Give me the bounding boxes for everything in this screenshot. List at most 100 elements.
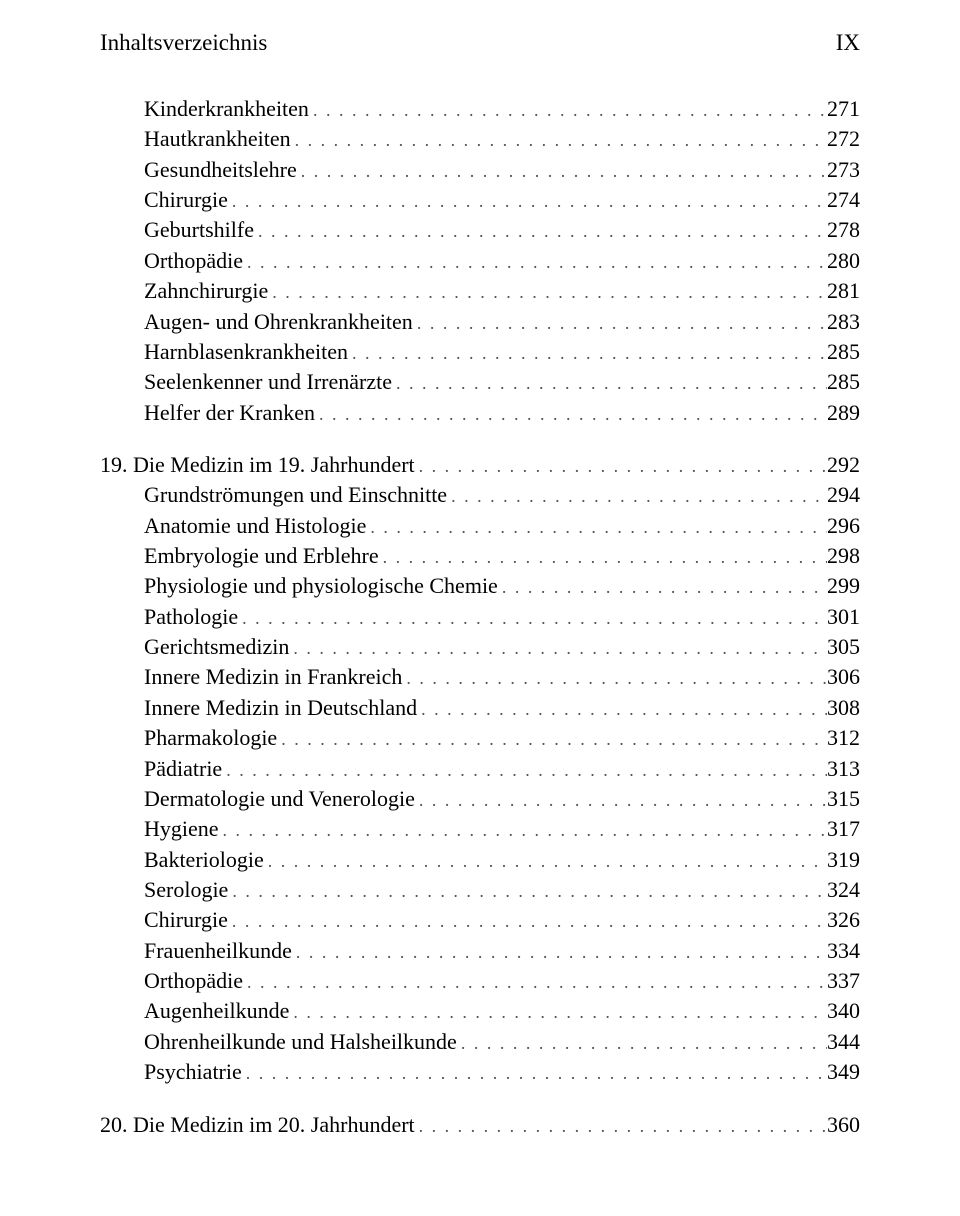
toc-label: Hautkrankheiten — [144, 124, 291, 154]
toc-entry: Embryologie und Erblehre. . . . . . . . … — [100, 541, 860, 571]
toc-entry: Seelenkenner und Irrenärzte. . . . . . .… — [100, 367, 860, 397]
toc-page: 315 — [827, 784, 860, 814]
toc-label: Psychiatrie — [144, 1057, 242, 1087]
toc-dots: . . . . . . . . . . . . . . . . . . . . … — [415, 454, 827, 479]
toc-label: Innere Medizin in Deutschland — [144, 693, 417, 723]
toc-page: 289 — [827, 398, 860, 428]
toc-page: 271 — [827, 94, 860, 124]
toc-entry: Zahnchirurgie. . . . . . . . . . . . . .… — [100, 276, 860, 306]
toc-label: Physiologie und physiologische Chemie — [144, 571, 498, 601]
toc-page: 313 — [827, 754, 860, 784]
toc-page: 296 — [827, 511, 860, 541]
toc-label: Anatomie und Histologie — [144, 511, 366, 541]
toc-page: 285 — [827, 337, 860, 367]
toc-page: 337 — [827, 966, 860, 996]
toc-dots: . . . . . . . . . . . . . . . . . . . . … — [315, 402, 827, 427]
toc-dots: . . . . . . . . . . . . . . . . . . . . … — [366, 515, 827, 540]
toc-entry: Pharmakologie. . . . . . . . . . . . . .… — [100, 723, 860, 753]
toc-label: Hygiene — [144, 814, 219, 844]
toc-page: 292 — [827, 450, 860, 480]
toc-page: 360 — [827, 1110, 860, 1140]
toc-dots: . . . . . . . . . . . . . . . . . . . . … — [415, 1114, 827, 1139]
toc-label: Orthopädie — [144, 246, 243, 276]
toc-entry: Hygiene. . . . . . . . . . . . . . . . .… — [100, 814, 860, 844]
toc-entry: Harnblasenkrankheiten. . . . . . . . . .… — [100, 337, 860, 367]
toc-page: 301 — [827, 602, 860, 632]
toc-label: Chirurgie — [144, 905, 228, 935]
toc-page: 326 — [827, 905, 860, 935]
toc-dots: . . . . . . . . . . . . . . . . . . . . … — [415, 788, 827, 813]
toc-page: 283 — [827, 307, 860, 337]
toc-label: Harnblasenkrankheiten — [144, 337, 348, 367]
toc-page: 334 — [827, 936, 860, 966]
toc-dots: . . . . . . . . . . . . . . . . . . . . … — [348, 341, 827, 366]
toc-dots: . . . . . . . . . . . . . . . . . . . . … — [402, 666, 827, 691]
toc-label: Innere Medizin in Frankreich — [144, 662, 402, 692]
toc-label: Dermatologie und Venerologie — [144, 784, 415, 814]
toc-entry: Pädiatrie. . . . . . . . . . . . . . . .… — [100, 754, 860, 784]
toc-entry: Anatomie und Histologie. . . . . . . . .… — [100, 511, 860, 541]
toc-page: 294 — [827, 480, 860, 510]
header-page: IX — [836, 30, 860, 56]
toc-page: 306 — [827, 662, 860, 692]
toc-entry: Innere Medizin in Frankreich. . . . . . … — [100, 662, 860, 692]
toc-page: 317 — [827, 814, 860, 844]
toc-dots: . . . . . . . . . . . . . . . . . . . . … — [243, 970, 827, 995]
toc-label: Geburtshilfe — [144, 215, 254, 245]
toc-dots: . . . . . . . . . . . . . . . . . . . . … — [243, 250, 827, 275]
toc-page: 299 — [827, 571, 860, 601]
toc-entry: Psychiatrie. . . . . . . . . . . . . . .… — [100, 1057, 860, 1087]
toc-label: Augen- und Ohrenkrankheiten — [144, 307, 413, 337]
toc-label: Augenheilkunde — [144, 996, 289, 1026]
toc-page: 273 — [827, 155, 860, 185]
toc-entry: Dermatologie und Venerologie. . . . . . … — [100, 784, 860, 814]
toc-entry: Augen- und Ohrenkrankheiten. . . . . . .… — [100, 307, 860, 337]
toc-entry: Gesundheitslehre. . . . . . . . . . . . … — [100, 155, 860, 185]
toc-entry: Chirurgie. . . . . . . . . . . . . . . .… — [100, 185, 860, 215]
toc-dots: . . . . . . . . . . . . . . . . . . . . … — [254, 219, 827, 244]
toc-dots: . . . . . . . . . . . . . . . . . . . . … — [309, 98, 827, 123]
toc-chapter-heading: 20. Die Medizin im 20. Jahrhundert. . . … — [100, 1110, 860, 1140]
toc-entry: Gerichtsmedizin. . . . . . . . . . . . .… — [100, 632, 860, 662]
toc-page: 298 — [827, 541, 860, 571]
toc-page: 278 — [827, 215, 860, 245]
toc-dots: . . . . . . . . . . . . . . . . . . . . … — [291, 128, 827, 153]
toc-dots: . . . . . . . . . . . . . . . . . . . . … — [228, 909, 827, 934]
toc-label: Chirurgie — [144, 185, 228, 215]
toc-entry: Innere Medizin in Deutschland. . . . . .… — [100, 693, 860, 723]
toc-dots: . . . . . . . . . . . . . . . . . . . . … — [268, 280, 827, 305]
toc-entry: Hautkrankheiten. . . . . . . . . . . . .… — [100, 124, 860, 154]
toc-page: 281 — [827, 276, 860, 306]
toc-dots: . . . . . . . . . . . . . . . . . . . . … — [264, 849, 827, 874]
toc-label: Pharmakologie — [144, 723, 277, 753]
toc-label: Ohrenheilkunde und Halsheilkunde — [144, 1027, 457, 1057]
toc-entry: Bakteriologie. . . . . . . . . . . . . .… — [100, 845, 860, 875]
toc-page: 280 — [827, 246, 860, 276]
toc-chapter-heading: 19. Die Medizin im 19. Jahrhundert. . . … — [100, 450, 860, 480]
toc-dots: . . . . . . . . . . . . . . . . . . . . … — [413, 311, 827, 336]
toc-section: 20. Die Medizin im 20. Jahrhundert. . . … — [100, 1110, 860, 1140]
toc-label: 20. Die Medizin im 20. Jahrhundert — [100, 1110, 415, 1140]
toc-label: Zahnchirurgie — [144, 276, 268, 306]
toc-dots: . . . . . . . . . . . . . . . . . . . . … — [289, 636, 827, 661]
toc-label: Bakteriologie — [144, 845, 264, 875]
toc-label: Gesundheitslehre — [144, 155, 297, 185]
toc-dots: . . . . . . . . . . . . . . . . . . . . … — [379, 545, 827, 570]
toc-dots: . . . . . . . . . . . . . . . . . . . . … — [277, 727, 827, 752]
toc-page: 305 — [827, 632, 860, 662]
toc-entry: Geburtshilfe. . . . . . . . . . . . . . … — [100, 215, 860, 245]
toc-dots: . . . . . . . . . . . . . . . . . . . . … — [289, 1000, 827, 1025]
toc-label: 19. Die Medizin im 19. Jahrhundert — [100, 450, 415, 480]
toc-label: Gerichtsmedizin — [144, 632, 289, 662]
toc-label: Frauenheilkunde — [144, 936, 292, 966]
toc-dots: . . . . . . . . . . . . . . . . . . . . … — [228, 879, 827, 904]
toc-entry: Grundströmungen und Einschnitte. . . . .… — [100, 480, 860, 510]
toc-dots: . . . . . . . . . . . . . . . . . . . . … — [292, 940, 827, 965]
toc-dots: . . . . . . . . . . . . . . . . . . . . … — [498, 575, 827, 600]
toc-dots: . . . . . . . . . . . . . . . . . . . . … — [447, 484, 827, 509]
toc-page: 340 — [827, 996, 860, 1026]
toc-entry: Augenheilkunde. . . . . . . . . . . . . … — [100, 996, 860, 1026]
header-title: Inhaltsverzeichnis — [100, 30, 267, 56]
toc-label: Kinderkrankheiten — [144, 94, 309, 124]
page-header: Inhaltsverzeichnis IX — [100, 30, 860, 56]
